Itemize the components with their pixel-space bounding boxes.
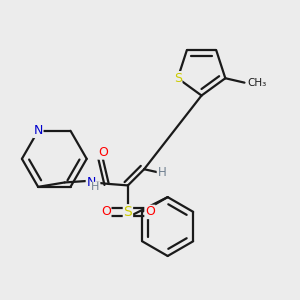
Text: H: H: [91, 182, 100, 193]
Text: N: N: [33, 124, 43, 137]
Text: O: O: [98, 146, 108, 159]
Text: H: H: [158, 166, 166, 179]
Text: O: O: [145, 206, 155, 218]
Text: N: N: [86, 176, 96, 189]
Text: O: O: [101, 206, 111, 218]
Text: CH₃: CH₃: [248, 78, 267, 88]
Text: S: S: [174, 72, 182, 85]
Text: S: S: [124, 205, 132, 219]
